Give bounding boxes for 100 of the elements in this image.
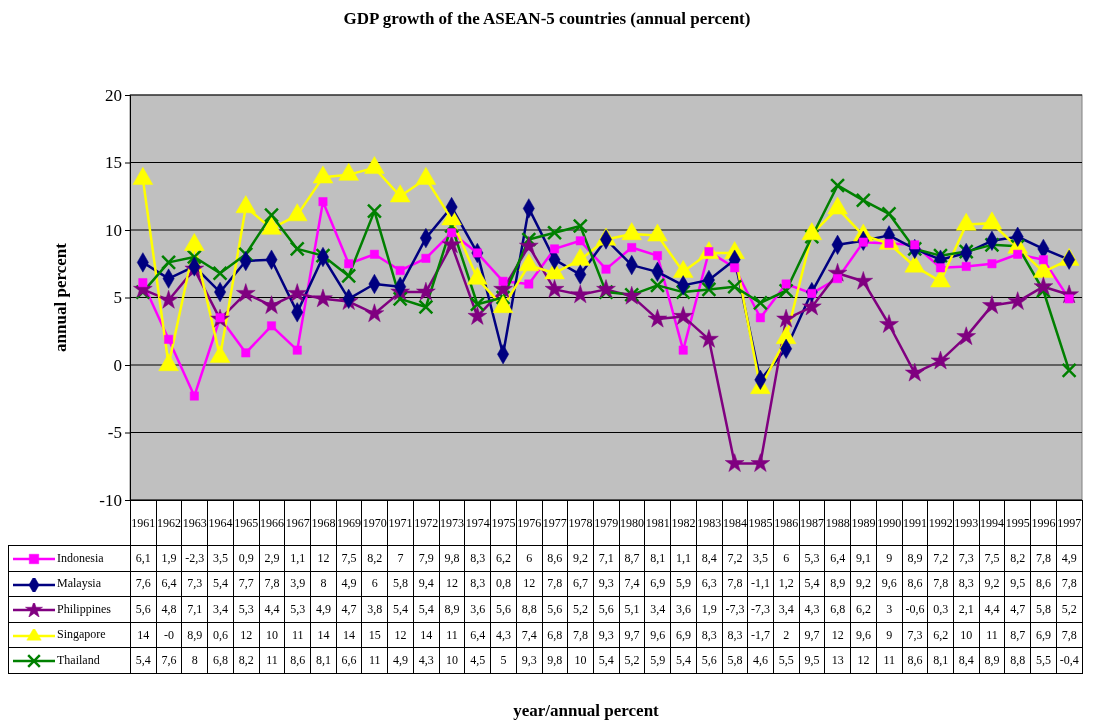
data-label: 8,8 — [516, 596, 542, 623]
x-tick-label: 1971 — [387, 500, 414, 546]
x-tick-label: 1965 — [233, 500, 260, 546]
data-label: 9,8 — [542, 647, 568, 674]
data-label: 5,6 — [490, 596, 517, 623]
data-label: 2,9 — [259, 545, 285, 572]
data-label: 7,8 — [927, 571, 954, 597]
data-label: 5,2 — [567, 596, 594, 623]
data-label: 7,7 — [233, 571, 260, 597]
data-label: 11 — [284, 622, 311, 648]
data-label: 8,3 — [464, 571, 491, 597]
data-label: 5,4 — [799, 571, 825, 597]
data-label: 5,1 — [619, 596, 645, 623]
x-tick-label: 1994 — [979, 500, 1005, 546]
x-tick-label: 1985 — [747, 500, 774, 546]
data-label: 5,6 — [542, 596, 568, 623]
data-label: 14 — [336, 622, 362, 648]
data-label: 9,3 — [593, 571, 620, 597]
data-label: 2 — [773, 622, 800, 648]
data-label: 6,7 — [567, 571, 594, 597]
x-tick-label: 1978 — [567, 500, 594, 546]
data-label: 9 — [876, 622, 903, 648]
data-label: 7,3 — [902, 622, 928, 648]
data-label: 7,6 — [130, 571, 157, 597]
data-label: 6,1 — [130, 545, 157, 572]
data-label: 5,4 — [670, 647, 697, 674]
data-label: 7,5 — [979, 545, 1005, 572]
data-label: 4,7 — [336, 596, 362, 623]
data-label: 5,4 — [207, 571, 234, 597]
data-label: 5,9 — [670, 571, 697, 597]
data-label: 10 — [439, 647, 465, 674]
data-label: 8,2 — [233, 647, 260, 674]
data-label: 5,3 — [284, 596, 311, 623]
data-label: 4,3 — [490, 622, 517, 648]
data-label: 4,3 — [799, 596, 825, 623]
legend-label: Malaysia — [57, 576, 101, 591]
data-label: 11 — [876, 647, 903, 674]
data-label: 14 — [130, 622, 157, 648]
text: year/annual percent — [513, 701, 660, 720]
data-label: 1,1 — [284, 545, 311, 572]
data-label: 8,9 — [979, 647, 1005, 674]
data-label: 15 — [361, 622, 388, 648]
x-tick-label: 1969 — [336, 500, 362, 546]
x-tick-label: 1996 — [1030, 500, 1057, 546]
data-label: 5,8 — [722, 647, 748, 674]
data-label: 0,3 — [927, 596, 954, 623]
y-tick-label: 20 — [105, 85, 122, 105]
x-tick-label: 1989 — [850, 500, 877, 546]
x-tick-label: 1979 — [593, 500, 620, 546]
data-label: 7,2 — [722, 545, 748, 572]
data-label: 4,5 — [464, 647, 491, 674]
x-tick-label: 1987 — [799, 500, 825, 546]
data-label: 4,9 — [387, 647, 414, 674]
data-label: 11 — [439, 622, 465, 648]
data-label: 8,6 — [902, 647, 928, 674]
y-tick-label: -10 — [99, 490, 122, 510]
data-label: 7,8 — [542, 571, 568, 597]
x-tick-label: 1966 — [259, 500, 285, 546]
data-label: 9,5 — [799, 647, 825, 674]
x-tick-label: 1976 — [516, 500, 542, 546]
data-label: 8,4 — [696, 545, 723, 572]
y-tick-label: -5 — [107, 423, 122, 443]
data-label: 6,4 — [464, 622, 491, 648]
data-label: 5,9 — [644, 647, 671, 674]
data-label: 9,8 — [439, 545, 465, 572]
x-tick-label: 1961 — [130, 500, 157, 546]
data-label: 3,6 — [464, 596, 491, 623]
data-label: 7,1 — [181, 596, 208, 623]
data-label: 9,6 — [644, 622, 671, 648]
data-label: 11 — [259, 647, 285, 674]
data-label: 8,3 — [464, 545, 491, 572]
data-label: 9,6 — [850, 622, 877, 648]
data-label: 4,9 — [336, 571, 362, 597]
x-tick-label: 1975 — [490, 500, 517, 546]
data-label: -0,6 — [902, 596, 928, 623]
data-label: 7,8 — [259, 571, 285, 597]
x-tick-label: 1964 — [207, 500, 234, 546]
x-tick-label: 1995 — [1004, 500, 1031, 546]
data-label: 3,5 — [747, 545, 774, 572]
data-label: 7,8 — [722, 571, 748, 597]
data-label: 6,4 — [156, 571, 182, 597]
data-label: 4,9 — [1056, 545, 1083, 572]
data-label: 8,1 — [927, 647, 954, 674]
data-label: 5,3 — [233, 596, 260, 623]
x-tick-label: 1972 — [413, 500, 440, 546]
data-label: 7,3 — [953, 545, 980, 572]
data-label: 7,8 — [567, 622, 594, 648]
data-label: 5,4 — [387, 596, 414, 623]
data-label: 6,2 — [850, 596, 877, 623]
data-label: 3,6 — [670, 596, 697, 623]
data-label: 12 — [233, 622, 260, 648]
data-label: 5,6 — [696, 647, 723, 674]
data-label: 3,4 — [773, 596, 800, 623]
data-label: 8,2 — [1004, 545, 1031, 572]
x-tick-label: 1970 — [361, 500, 388, 546]
x-tick-label: 1984 — [722, 500, 748, 546]
data-label: 6 — [516, 545, 542, 572]
data-label: 7,8 — [1056, 571, 1083, 597]
data-label: 9,3 — [516, 647, 542, 674]
data-label: 9,1 — [850, 545, 877, 572]
